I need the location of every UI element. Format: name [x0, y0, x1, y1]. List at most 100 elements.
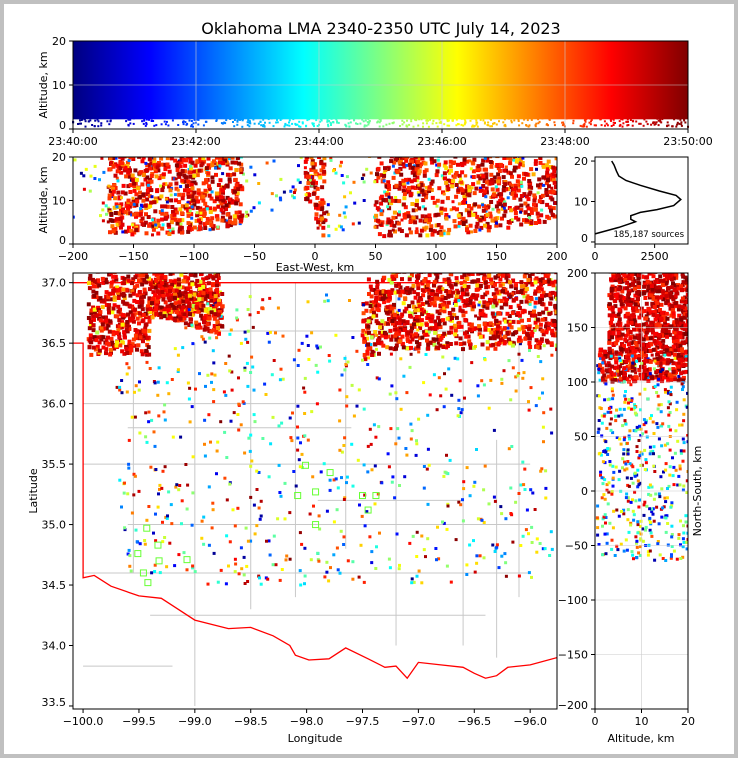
source-point [200, 536, 204, 540]
source-point [408, 165, 413, 170]
source-point [267, 539, 271, 543]
source-point [124, 153, 128, 157]
source-point [267, 475, 271, 479]
source-point [416, 299, 421, 304]
source-point [195, 325, 200, 330]
source-point [237, 428, 241, 432]
source-point [239, 162, 244, 167]
source-point [459, 411, 463, 415]
source-point [289, 189, 293, 193]
source-point [358, 503, 361, 507]
source-point [387, 277, 392, 282]
source-point [457, 123, 460, 126]
source-point [442, 229, 446, 233]
source-point [270, 208, 274, 212]
source-point [422, 125, 424, 128]
source-point [161, 293, 166, 297]
source-point [529, 210, 534, 215]
source-point [213, 312, 218, 317]
source-point [351, 222, 355, 226]
source-point [291, 185, 295, 189]
source-point [126, 228, 131, 233]
source-point [639, 122, 642, 125]
source-point [443, 372, 446, 376]
source-point [415, 179, 419, 183]
source-point [111, 291, 116, 296]
source-point [122, 330, 127, 335]
source-point [107, 184, 111, 188]
source-point [401, 181, 406, 186]
source-point [509, 486, 513, 490]
source-point [280, 421, 284, 425]
source-point [206, 157, 211, 161]
source-point [465, 563, 469, 567]
source-point [377, 157, 382, 159]
source-point [338, 448, 342, 452]
source-point [393, 290, 398, 295]
source-point [514, 148, 518, 152]
source-point [215, 120, 218, 122]
source-point [330, 124, 332, 126]
source-point [179, 308, 184, 313]
source-point [519, 194, 524, 198]
source-point [80, 119, 83, 121]
source-point [188, 119, 191, 122]
source-point [101, 201, 105, 205]
source-point [373, 330, 378, 334]
source-point [415, 318, 420, 323]
source-point [514, 193, 518, 198]
source-point [194, 305, 199, 310]
source-point [178, 207, 183, 212]
source-point [204, 178, 208, 183]
source-point [503, 118, 506, 121]
source-point [490, 118, 492, 121]
source-point [160, 290, 165, 294]
source-point [476, 517, 480, 521]
source-point [98, 310, 103, 315]
source-point [109, 212, 114, 216]
source-point [677, 117, 680, 120]
source-point [130, 232, 135, 237]
source-point [176, 297, 180, 301]
source-point [544, 163, 549, 168]
source-point [336, 121, 339, 124]
source-point [210, 190, 214, 194]
source-point [363, 125, 366, 128]
source-point [338, 419, 342, 423]
source-point [79, 152, 82, 155]
source-point [206, 302, 210, 306]
x-tick-label: 23:44:00 [294, 135, 343, 148]
source-point [168, 315, 173, 320]
source-point [152, 531, 155, 535]
source-point [518, 162, 523, 167]
source-point [533, 300, 538, 305]
source-point [439, 120, 442, 123]
source-point [229, 118, 232, 120]
source-point [151, 233, 154, 237]
source-point [473, 202, 478, 207]
source-point [502, 326, 507, 331]
source-point [435, 408, 439, 412]
source-point [445, 346, 449, 350]
source-point [438, 325, 443, 330]
source-point [465, 159, 470, 164]
source-point [407, 162, 412, 167]
source-point [154, 304, 159, 309]
source-point [500, 197, 505, 202]
source-point [137, 304, 142, 309]
source-point [517, 352, 521, 356]
source-point [375, 321, 380, 326]
source-point [303, 574, 307, 578]
source-point [439, 308, 444, 313]
source-point [190, 216, 194, 220]
source-point [207, 193, 212, 198]
source-point [77, 123, 79, 125]
source-point [340, 373, 344, 377]
source-point [427, 326, 432, 331]
source-point [122, 351, 127, 356]
source-point [337, 121, 340, 124]
source-point [410, 429, 414, 433]
source-point [159, 150, 163, 154]
source-point [409, 323, 414, 328]
source-point [130, 342, 135, 347]
